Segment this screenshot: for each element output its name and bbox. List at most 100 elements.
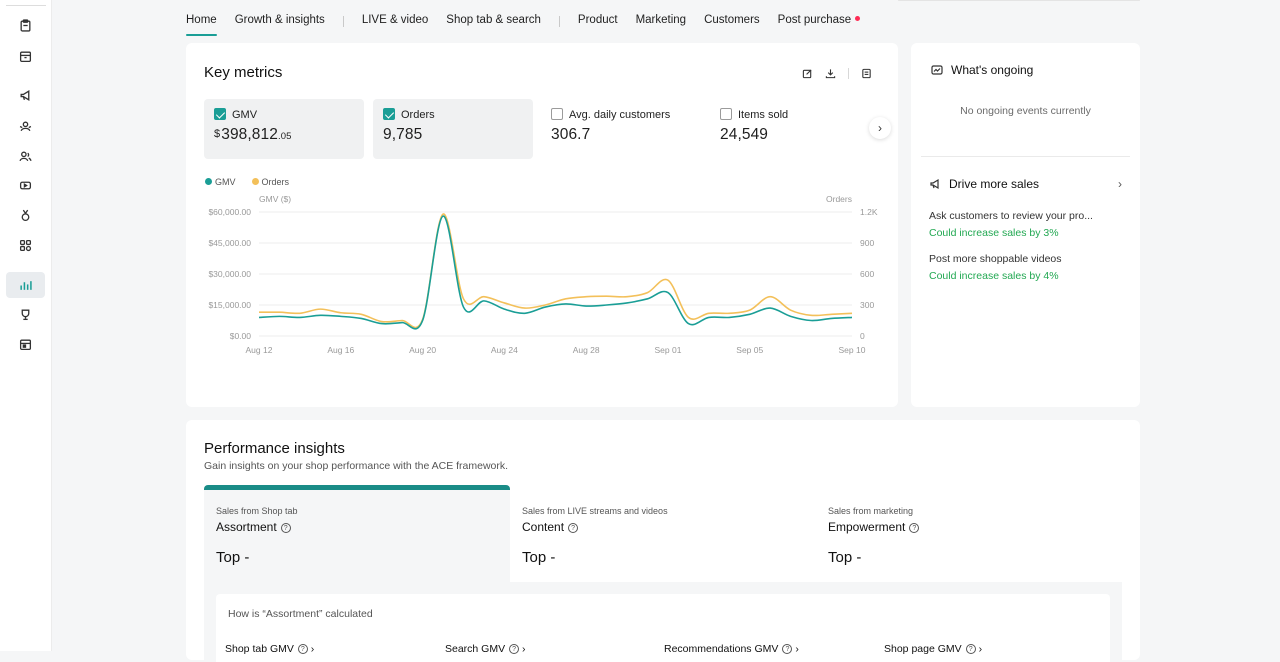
trophy-icon	[21, 309, 30, 320]
legend-label: GMV	[215, 177, 236, 187]
calc-item-search-gmv[interactable]: Search GMV? ›	[445, 643, 526, 655]
legend-label: Orders	[261, 177, 290, 187]
ace-tab-rank: Top -	[828, 549, 862, 566]
tip-text: Post more shoppable videos	[929, 253, 1062, 265]
calc-item-shop-page-gmv[interactable]: Shop page GMV? ›	[884, 643, 982, 655]
chevron-right-icon: ›	[1118, 177, 1122, 191]
ace-tab-title: Content	[522, 520, 565, 534]
tab-product[interactable]: Product	[577, 14, 618, 26]
help-icon[interactable]: ?	[297, 644, 308, 654]
megaphone-icon	[20, 89, 30, 101]
tab-shop-tab-search[interactable]: Shop tab & search	[446, 14, 541, 26]
sidebar-item-orders[interactable]	[6, 12, 45, 38]
help-icon[interactable]: ?	[568, 523, 579, 533]
legend-swatch	[205, 178, 212, 185]
tip-impact: Could increase sales by 3%	[929, 227, 1059, 239]
sidebar-item-growth[interactable]	[6, 301, 45, 327]
items-sold-checkbox[interactable]	[720, 108, 732, 120]
calculation-question: How is “Assortment” calculated	[228, 608, 373, 620]
tab-home[interactable]: Home	[186, 8, 217, 36]
metric-label: Orders	[401, 109, 435, 121]
tab-marketing[interactable]: Marketing	[635, 14, 687, 26]
metric-label: GMV	[232, 109, 258, 121]
y-axis-left-title: GMV ($)	[259, 194, 291, 204]
sidebar-divider	[6, 5, 46, 6]
metric-value: 306.7	[551, 126, 591, 143]
help-icon[interactable]: ?	[965, 644, 976, 654]
sidebar-item-marketing[interactable]	[6, 82, 45, 108]
drive-more-sales-section: Drive more sales › Ask customers to revi…	[929, 177, 1122, 282]
ace-tab-empowerment[interactable]: Sales from marketing Empowerment? Top -	[816, 485, 1122, 582]
metric-card-orders[interactable]: Orders 9,785	[373, 99, 533, 159]
metric-label: Avg. daily customers	[569, 109, 671, 121]
key-metrics-toolbar	[802, 68, 872, 79]
performance-insights-card: Performance insights Gain insights on yo…	[186, 420, 1140, 662]
chevron-right-icon: ›	[878, 121, 882, 135]
download-icon[interactable]	[825, 68, 836, 79]
avg-daily-customers-checkbox[interactable]	[551, 108, 563, 120]
metric-card-avg-daily-customers[interactable]: Avg. daily customers 306.7	[541, 99, 701, 159]
sidebar-item-apps[interactable]	[6, 232, 45, 258]
calc-item-label: Shop tab GMV	[225, 643, 294, 655]
legend-swatch	[251, 178, 259, 185]
chevron-right-icon: ›	[795, 643, 799, 655]
x-tick: Aug 24	[491, 345, 518, 355]
metric-card-gmv[interactable]: GMV $398,812.05	[204, 99, 364, 159]
top-tabs: Home Growth & insights LIVE & video Shop…	[186, 8, 878, 36]
help-icon[interactable]: ?	[509, 644, 520, 654]
drive-more-sales-header[interactable]: Drive more sales ›	[929, 177, 1122, 191]
metric-value: 24,549	[720, 126, 769, 143]
sidebar-item-customers[interactable]	[6, 143, 45, 169]
tab-customers[interactable]: Customers	[704, 14, 760, 26]
y-tick-right: 900	[860, 238, 874, 248]
tip-text: Ask customers to review your pro...	[929, 210, 1093, 222]
ace-tab-content[interactable]: Sales from LIVE streams and videos Conte…	[510, 485, 816, 582]
ace-tab-assortment[interactable]: Sales from Shop tab Assortment? Top -	[204, 485, 510, 582]
ace-tab-rank: Top -	[216, 549, 250, 566]
tab-post-purchase[interactable]: Post purchase	[778, 8, 861, 36]
drive-more-sales-title: Drive more sales	[949, 177, 1040, 191]
clipboard-icon	[20, 18, 31, 32]
y-tick-right: 1.2K	[860, 207, 878, 217]
tab-growth-insights[interactable]: Growth & insights	[234, 14, 325, 26]
x-tick: Sep 05	[736, 345, 763, 355]
chart-legend: GMV Orders	[205, 177, 289, 187]
calc-item-shop-tab-gmv[interactable]: Shop tab GMV? ›	[225, 643, 314, 655]
whats-ongoing-card: What's ongoing No ongoing events current…	[911, 43, 1140, 407]
legend-item-gmv[interactable]: GMV	[205, 177, 236, 187]
calendar-icon	[19, 339, 32, 350]
y-tick-right: 0	[860, 331, 865, 341]
currency-symbol: $	[214, 128, 221, 140]
x-tick: Aug 12	[246, 345, 273, 355]
x-tick: Aug 20	[409, 345, 436, 355]
x-tick: Sep 01	[654, 345, 681, 355]
orders-checkbox[interactable]	[383, 108, 395, 120]
toolbar-divider	[848, 68, 849, 79]
sidebar-item-live[interactable]	[6, 172, 45, 198]
tip-item[interactable]: Ask customers to review your pro... Could…	[929, 210, 1122, 239]
performance-insights-subtitle: Gain insights on your shop performance w…	[204, 460, 509, 472]
series-line-gmv	[258, 215, 853, 330]
y-tick-left: $0.00	[230, 331, 252, 341]
metric-value: 9,785	[383, 126, 423, 143]
edit-icon[interactable]	[802, 68, 813, 79]
sidebar-item-rewards[interactable]	[6, 202, 45, 228]
y-tick-left: $30,000.00	[208, 269, 251, 279]
help-icon[interactable]: ?	[909, 523, 920, 533]
table-icon[interactable]	[861, 68, 872, 79]
metric-card-items-sold[interactable]: Items sold 24,549	[710, 99, 870, 159]
legend-item-orders[interactable]: Orders	[251, 177, 290, 187]
gmv-checkbox[interactable]	[214, 108, 226, 120]
whats-ongoing-title: What's ongoing	[951, 63, 1034, 77]
sidebar-item-calendar[interactable]	[6, 331, 45, 357]
sidebar-item-affiliate[interactable]	[6, 113, 45, 139]
metrics-next-button[interactable]: ›	[869, 117, 891, 139]
video-icon	[19, 181, 32, 189]
sidebar-item-products[interactable]	[6, 43, 45, 69]
calc-item-recommendations-gmv[interactable]: Recommendations GMV? ›	[664, 643, 799, 655]
tip-item[interactable]: Post more shoppable videos Could increase…	[929, 253, 1122, 282]
help-icon[interactable]: ?	[280, 523, 291, 533]
sidebar-item-analytics[interactable]	[6, 272, 45, 298]
help-icon[interactable]: ?	[782, 644, 793, 654]
tab-live-video[interactable]: LIVE & video	[361, 14, 429, 26]
